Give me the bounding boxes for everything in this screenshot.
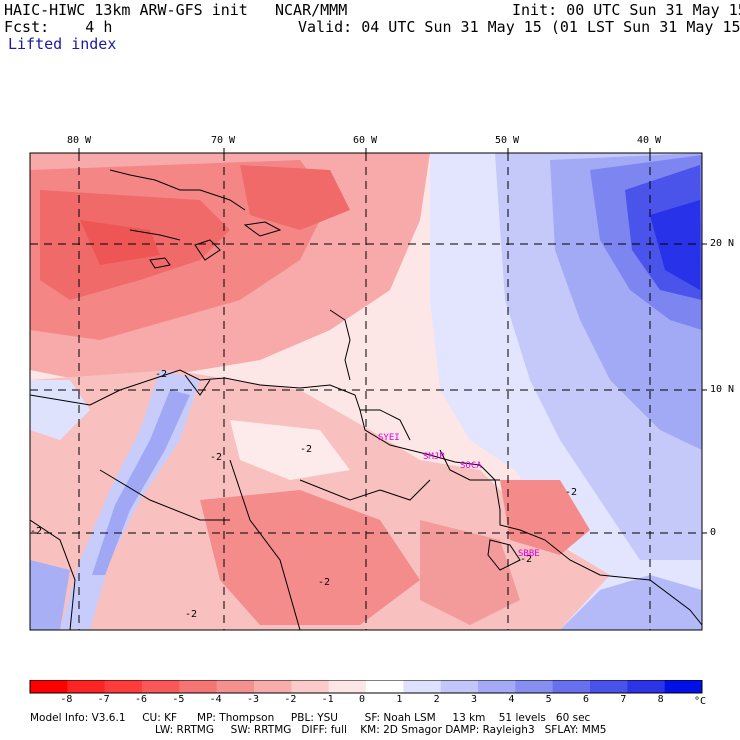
colorbar-unit: °C xyxy=(694,696,707,707)
contour-label: -2 xyxy=(210,452,223,463)
colorbar-swatch xyxy=(478,680,516,693)
colorbar-swatch xyxy=(104,680,143,693)
lat-label-20n: 20 N xyxy=(710,238,735,249)
graticule xyxy=(30,153,702,630)
colorbar-labels: -8 -7 -6 -5 -4 -3 -2 -1 0 1 2 3 4 5 6 7 8 xyxy=(0,695,740,709)
colorbar-swatch xyxy=(254,680,292,693)
contour-label: -2 xyxy=(30,526,43,537)
contour-label: -2 xyxy=(520,554,533,565)
contour-label: -2 xyxy=(300,444,313,455)
colorbar-swatch xyxy=(216,680,255,693)
coastlines xyxy=(30,169,702,630)
organization-label: NCAR/MMM xyxy=(275,1,348,19)
lon-label-50w: 50 W xyxy=(495,135,520,146)
colorbar-tick-label: -3 xyxy=(247,694,260,705)
model-info-line1: Model Info: V3.6.1 CU: KF MP: Thompson P… xyxy=(30,712,591,724)
colorbar xyxy=(29,680,703,694)
colorbar-tick-label: 3 xyxy=(471,694,478,705)
colorbar-swatch xyxy=(291,680,330,693)
colorbar-tick-label: -4 xyxy=(209,694,222,705)
colorbar-tick-label: 4 xyxy=(508,694,515,705)
map-frame xyxy=(29,152,703,631)
colorbar-swatch xyxy=(30,680,68,693)
colorbar-tick-label: -7 xyxy=(97,694,110,705)
forecast-hour: Fcst: 4 h xyxy=(4,18,113,36)
colorbar-tick-label: -1 xyxy=(321,694,334,705)
colorbar-tick-label: -6 xyxy=(135,694,148,705)
colorbar-swatch xyxy=(403,680,442,693)
contour-label: -2 xyxy=(318,577,331,588)
lon-label-70w: 70 W xyxy=(211,135,236,146)
lon-label-80w: 80 W xyxy=(67,135,92,146)
colorbar-tick-label: -8 xyxy=(60,694,73,705)
station-label-soca: SOCA xyxy=(460,461,482,471)
colorbar-tick-label: 6 xyxy=(583,694,590,705)
colorbar-swatch xyxy=(440,680,479,693)
valid-time: Valid: 04 UTC Sun 31 May 15 (01 LST Sun … xyxy=(298,18,740,36)
colorbar-tick-label: 5 xyxy=(545,694,552,705)
ticks xyxy=(78,148,707,534)
station-label-syei: SYEI xyxy=(378,433,400,443)
colorbar-tick-label: 7 xyxy=(620,694,627,705)
colorbar-swatch xyxy=(67,680,106,693)
contour-label: -2 xyxy=(565,487,578,498)
colorbar-swatch xyxy=(552,680,591,693)
colorbar-swatch xyxy=(664,680,703,693)
lon-label-60w: 60 W xyxy=(353,135,378,146)
field-name: Lifted index xyxy=(8,35,117,53)
station-label-sbbe: SBBE xyxy=(518,549,540,559)
colorbar-swatch xyxy=(328,680,367,693)
colorbar-swatch xyxy=(627,680,666,693)
colorbar-swatch xyxy=(515,680,554,693)
lat-label-10n: 10 N xyxy=(710,384,735,395)
colorbar-tick-label: -2 xyxy=(284,694,297,705)
colorbar-tick-label: 8 xyxy=(657,694,664,705)
colorbar-swatch xyxy=(366,680,404,693)
colorbar-swatch xyxy=(590,680,628,693)
model-title: HAIC-HIWC 13km ARW-GFS init xyxy=(4,1,248,19)
colorbar-swatch xyxy=(179,680,218,693)
colorbar-tick-label: 2 xyxy=(433,694,440,705)
colorbar-tick-label: 1 xyxy=(396,694,403,705)
contour-label: -2 xyxy=(155,369,168,380)
contour-label: -2 xyxy=(185,609,198,620)
colorbar-frame xyxy=(29,680,703,694)
init-time: Init: 00 UTC Sun 31 May 15 xyxy=(512,1,740,19)
station-label-smjp: SMJP xyxy=(423,452,445,462)
lon-label-40w: 40 W xyxy=(637,135,662,146)
colorbar-swatch xyxy=(142,680,180,693)
colorbar-tick-label: 0 xyxy=(359,694,366,705)
colorbar-tick-label: -5 xyxy=(172,694,185,705)
lat-label-0: 0 xyxy=(710,527,717,538)
model-info-line2: LW: RRTMG SW: RRTMG DIFF: full KM: 2D Sm… xyxy=(155,724,607,736)
